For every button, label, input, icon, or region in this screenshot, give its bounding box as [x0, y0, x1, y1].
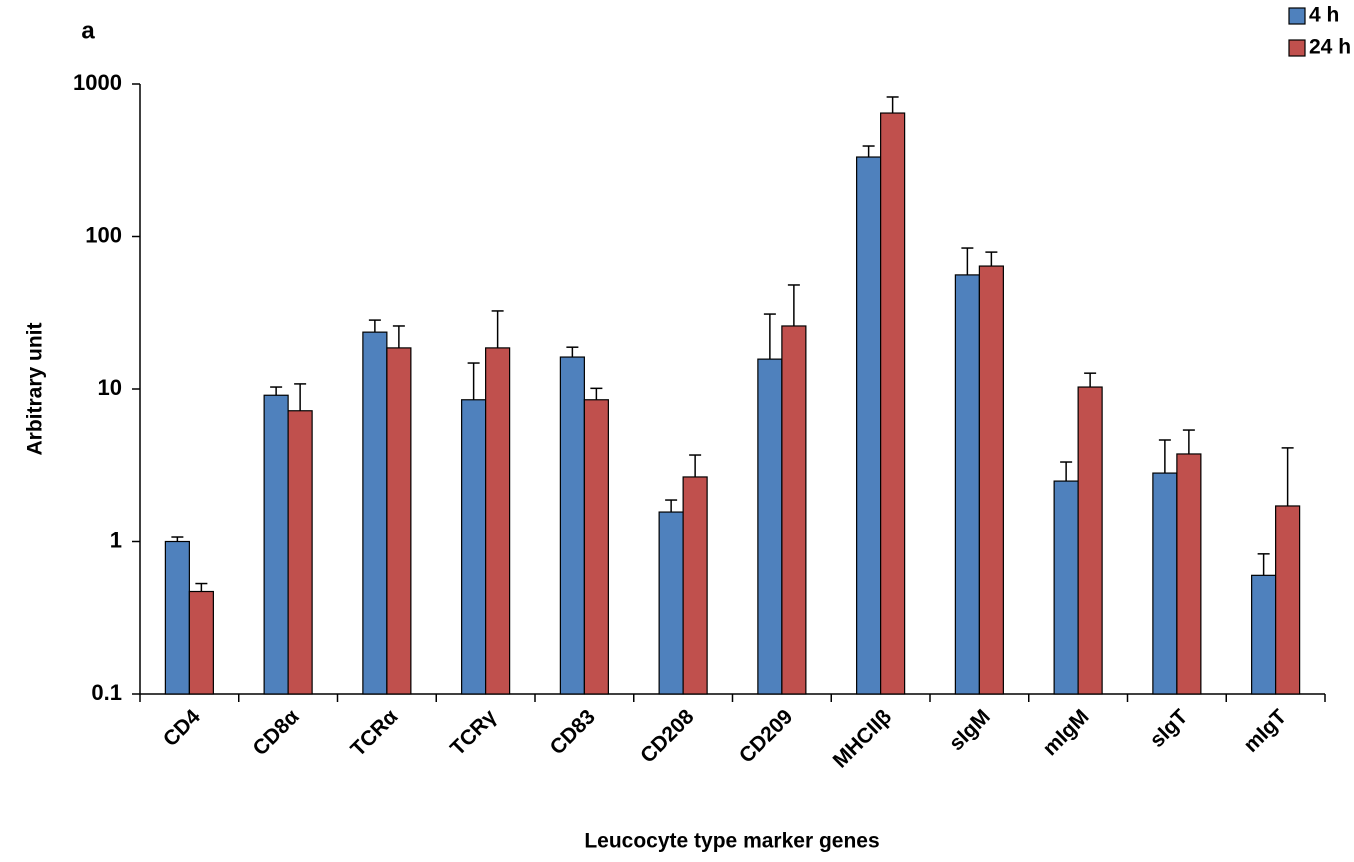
bar	[461, 399, 487, 695]
bar	[682, 476, 708, 695]
y-tick-label: 0.1	[91, 680, 122, 705]
bar	[188, 590, 214, 695]
bar	[583, 399, 609, 695]
x-tick-label: TCRγ	[446, 705, 501, 760]
legend-swatch	[1288, 39, 1306, 57]
legend-swatch	[1288, 7, 1306, 25]
x-tick-label: sIgM	[945, 705, 995, 755]
bar	[1152, 472, 1178, 695]
bar	[362, 331, 388, 695]
bar	[287, 410, 313, 695]
bar	[164, 540, 190, 695]
x-tick-label: mIgM	[1039, 705, 1094, 760]
x-tick-label: mIgT	[1239, 705, 1291, 757]
x-tick-label: TCRα	[346, 705, 402, 761]
bar	[1077, 386, 1103, 695]
y-tick-label: 10	[98, 375, 122, 400]
bar	[880, 112, 906, 695]
x-tick-label: MHCIIβ	[829, 705, 897, 773]
x-axis-title: Leucocyte type marker genes	[584, 830, 879, 853]
bar	[559, 356, 585, 695]
bar	[1275, 505, 1301, 695]
bar	[954, 274, 980, 695]
x-tick-label: CD208	[636, 705, 699, 768]
y-tick-label: 100	[85, 222, 122, 247]
panel-label: a	[81, 17, 95, 44]
bar	[781, 325, 807, 695]
bar	[856, 156, 882, 695]
x-tick-label: CD83	[546, 705, 600, 759]
bar	[485, 347, 511, 695]
bar	[1053, 480, 1079, 695]
x-tick-label: CD8α	[248, 705, 303, 760]
bar	[1176, 453, 1202, 695]
bar	[978, 265, 1004, 695]
x-tick-label: CD209	[735, 705, 797, 767]
bar	[1251, 574, 1277, 695]
legend-label: 4 h	[1309, 4, 1339, 27]
y-axis-title: Arbitrary unit	[24, 322, 47, 455]
y-tick-label: 1000	[73, 70, 122, 95]
bar	[658, 511, 684, 695]
x-tick-label: sIgT	[1146, 705, 1193, 752]
bar	[386, 347, 412, 695]
legend-label: 24 h	[1309, 36, 1351, 59]
x-tick-label: CD4	[159, 705, 205, 751]
bar	[757, 358, 783, 695]
bar	[263, 394, 289, 695]
y-tick-label: 1	[110, 527, 122, 552]
